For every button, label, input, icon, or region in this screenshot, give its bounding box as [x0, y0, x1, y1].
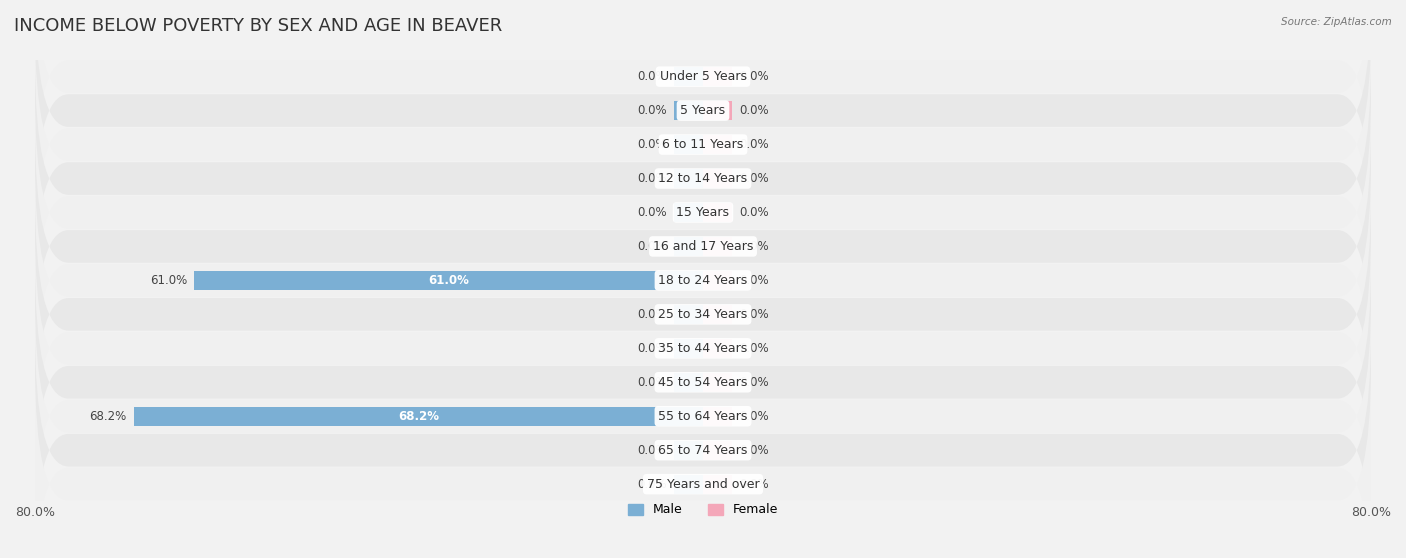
Text: 25 to 34 Years: 25 to 34 Years: [658, 308, 748, 321]
Bar: [703, 407, 733, 426]
FancyBboxPatch shape: [35, 263, 1371, 502]
Text: 0.0%: 0.0%: [637, 308, 666, 321]
Text: 15 Years: 15 Years: [676, 206, 730, 219]
Bar: [673, 135, 703, 154]
Text: 0.0%: 0.0%: [637, 240, 666, 253]
Text: 68.2%: 68.2%: [90, 410, 127, 423]
Bar: [703, 135, 733, 154]
FancyBboxPatch shape: [35, 0, 1371, 196]
Bar: [703, 68, 733, 86]
Text: 75 Years and over: 75 Years and over: [647, 478, 759, 490]
Text: 0.0%: 0.0%: [740, 70, 769, 83]
Text: 35 to 44 Years: 35 to 44 Years: [658, 342, 748, 355]
Text: 16 and 17 Years: 16 and 17 Years: [652, 240, 754, 253]
Text: 55 to 64 Years: 55 to 64 Years: [658, 410, 748, 423]
Text: 0.0%: 0.0%: [740, 240, 769, 253]
Bar: [673, 339, 703, 358]
Text: 5 Years: 5 Years: [681, 104, 725, 117]
Text: 61.0%: 61.0%: [427, 274, 468, 287]
Text: 0.0%: 0.0%: [740, 138, 769, 151]
Legend: Male, Female: Male, Female: [623, 498, 783, 521]
Text: 0.0%: 0.0%: [637, 206, 666, 219]
Text: 0.0%: 0.0%: [740, 342, 769, 355]
Text: 0.0%: 0.0%: [740, 376, 769, 389]
Bar: [703, 441, 733, 460]
Text: 6 to 11 Years: 6 to 11 Years: [662, 138, 744, 151]
FancyBboxPatch shape: [35, 93, 1371, 332]
Text: 0.0%: 0.0%: [637, 138, 666, 151]
Bar: [673, 203, 703, 222]
Text: 68.2%: 68.2%: [398, 410, 439, 423]
Bar: [673, 305, 703, 324]
Bar: [134, 407, 703, 426]
Bar: [703, 305, 733, 324]
Text: 0.0%: 0.0%: [740, 308, 769, 321]
FancyBboxPatch shape: [35, 127, 1371, 366]
Text: INCOME BELOW POVERTY BY SEX AND AGE IN BEAVER: INCOME BELOW POVERTY BY SEX AND AGE IN B…: [14, 17, 502, 35]
Bar: [673, 169, 703, 188]
FancyBboxPatch shape: [35, 229, 1371, 468]
Bar: [703, 475, 733, 493]
Text: 0.0%: 0.0%: [637, 444, 666, 456]
Text: 0.0%: 0.0%: [637, 172, 666, 185]
Text: 12 to 14 Years: 12 to 14 Years: [658, 172, 748, 185]
Text: 0.0%: 0.0%: [740, 172, 769, 185]
FancyBboxPatch shape: [35, 297, 1371, 536]
Text: 65 to 74 Years: 65 to 74 Years: [658, 444, 748, 456]
FancyBboxPatch shape: [35, 364, 1371, 558]
FancyBboxPatch shape: [35, 161, 1371, 400]
Text: 0.0%: 0.0%: [637, 478, 666, 490]
Bar: [703, 373, 733, 392]
Bar: [703, 271, 733, 290]
Text: 0.0%: 0.0%: [637, 376, 666, 389]
Text: 0.0%: 0.0%: [637, 104, 666, 117]
Text: 0.0%: 0.0%: [740, 444, 769, 456]
Bar: [703, 101, 733, 120]
FancyBboxPatch shape: [35, 59, 1371, 298]
Bar: [673, 441, 703, 460]
Text: 0.0%: 0.0%: [740, 274, 769, 287]
Text: Under 5 Years: Under 5 Years: [659, 70, 747, 83]
FancyBboxPatch shape: [35, 195, 1371, 434]
Bar: [703, 169, 733, 188]
Bar: [703, 203, 733, 222]
Text: 0.0%: 0.0%: [637, 70, 666, 83]
Text: 18 to 24 Years: 18 to 24 Years: [658, 274, 748, 287]
Text: 0.0%: 0.0%: [740, 478, 769, 490]
Text: 0.0%: 0.0%: [740, 410, 769, 423]
Bar: [673, 101, 703, 120]
Text: 0.0%: 0.0%: [637, 342, 666, 355]
Bar: [673, 68, 703, 86]
FancyBboxPatch shape: [35, 0, 1371, 230]
Text: 61.0%: 61.0%: [149, 274, 187, 287]
Bar: [673, 475, 703, 493]
Text: 0.0%: 0.0%: [740, 206, 769, 219]
FancyBboxPatch shape: [35, 331, 1371, 558]
FancyBboxPatch shape: [35, 25, 1371, 264]
Text: 0.0%: 0.0%: [740, 104, 769, 117]
Text: Source: ZipAtlas.com: Source: ZipAtlas.com: [1281, 17, 1392, 27]
Text: 45 to 54 Years: 45 to 54 Years: [658, 376, 748, 389]
Bar: [673, 237, 703, 256]
Bar: [194, 271, 703, 290]
Bar: [703, 237, 733, 256]
Bar: [703, 339, 733, 358]
Bar: [673, 373, 703, 392]
